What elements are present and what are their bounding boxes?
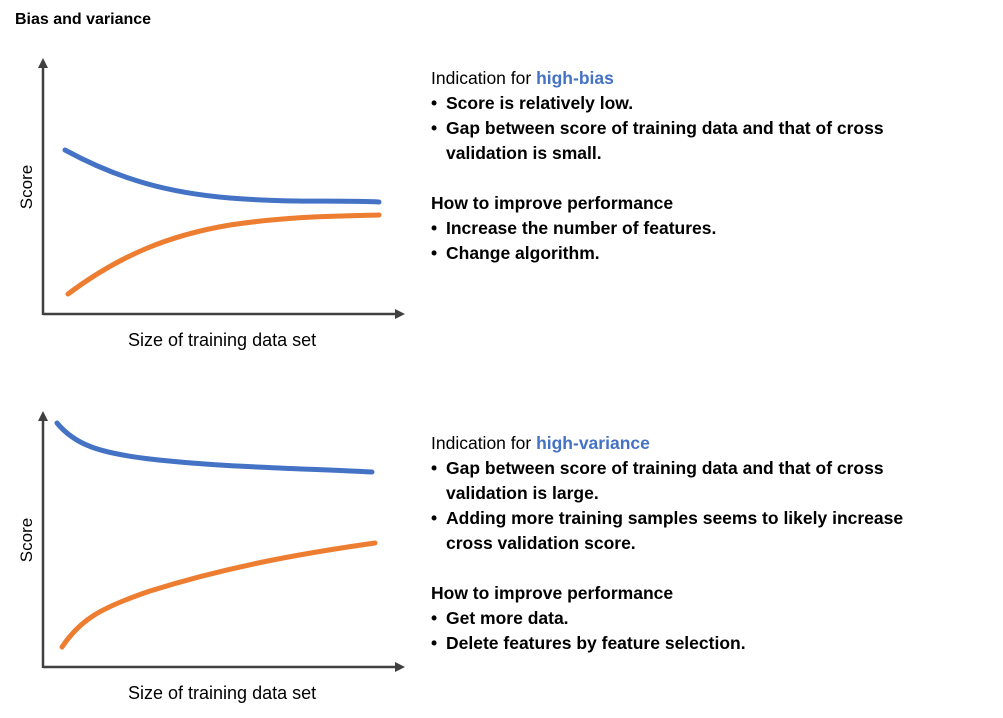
list-item-text: Score is relatively low.	[446, 93, 634, 113]
list-item: • Adding more training samples seems to l…	[431, 506, 903, 556]
bullet: •	[431, 218, 438, 238]
indication-heading: Indication for high-variance	[431, 431, 903, 456]
high-bias-chart-svg	[38, 58, 405, 319]
list-item: • Delete features by feature selection.	[431, 631, 903, 656]
high-variance-chart: Score Size of training data set	[0, 408, 420, 708]
cross-validation-score-curve	[59, 540, 378, 650]
list-item: • Increase the number of features.	[431, 216, 884, 241]
indication-prefix: Indication for	[431, 68, 537, 88]
list-item: • Gap between score of training data and …	[431, 456, 903, 506]
bullet: •	[431, 118, 438, 138]
list-item-text: Gap between score of training data and t…	[446, 458, 884, 478]
improvement-list: • Increase the number of features. • Chang…	[431, 216, 884, 266]
improve-heading: How to improve performance	[431, 193, 674, 213]
list-item: • Get more data.	[431, 606, 903, 631]
bullet: •	[431, 458, 438, 478]
list-item: • Score is relatively low.	[431, 91, 884, 116]
x-axis-label: Size of training data set	[128, 683, 317, 703]
cross-validation-score-curve	[65, 212, 382, 297]
list-item: • Change algorithm.	[431, 241, 884, 266]
indication-list: • Gap between score of training data and …	[431, 456, 903, 556]
improvement-list: • Get more data. • Delete features by feat…	[431, 606, 903, 656]
high-bias-chart: Score Size of training data set	[0, 55, 420, 355]
list-item: • Gap between score of training data and …	[431, 116, 884, 166]
bullet: •	[431, 608, 438, 628]
list-item-text-continued: validation is small.	[446, 143, 602, 163]
bullet: •	[431, 633, 438, 653]
list-item-text: Get more data.	[446, 608, 569, 628]
bullet: •	[431, 508, 438, 528]
list-item-text: Delete features by feature selection.	[446, 633, 746, 653]
indication-term: high-variance	[536, 433, 650, 453]
list-item-text: Gap between score of training data and t…	[446, 118, 884, 138]
high-bias-panel: Indication for high-bias • Score is relat…	[431, 66, 884, 266]
page-title: Bias and variance	[15, 11, 152, 28]
training-score-curve	[54, 420, 375, 475]
list-item-text: Change algorithm.	[446, 243, 600, 263]
high-variance-panel: Indication for high-variance • Gap betwee…	[431, 431, 903, 656]
indication-list: • Score is relatively low. • Gap between s…	[431, 91, 884, 166]
training-score-curve	[62, 147, 382, 205]
improve-heading: How to improve performance	[431, 583, 674, 603]
indication-prefix: Indication for	[431, 433, 537, 453]
bullet: •	[431, 93, 438, 113]
y-axis-label: Score	[17, 517, 36, 563]
indication-term: high-bias	[536, 68, 614, 88]
x-axis-label: Size of training data set	[128, 330, 317, 350]
list-item-text-continued: cross validation score.	[446, 533, 636, 553]
list-item-text: Adding more training samples seems to li…	[446, 508, 904, 528]
list-item-text: Increase the number of features.	[446, 218, 717, 238]
indication-heading: Indication for high-bias	[431, 66, 884, 91]
y-axis-label: Score	[17, 164, 36, 210]
high-variance-chart-svg	[38, 411, 405, 672]
bullet: •	[431, 243, 438, 263]
list-item-text-continued: validation is large.	[446, 483, 599, 503]
